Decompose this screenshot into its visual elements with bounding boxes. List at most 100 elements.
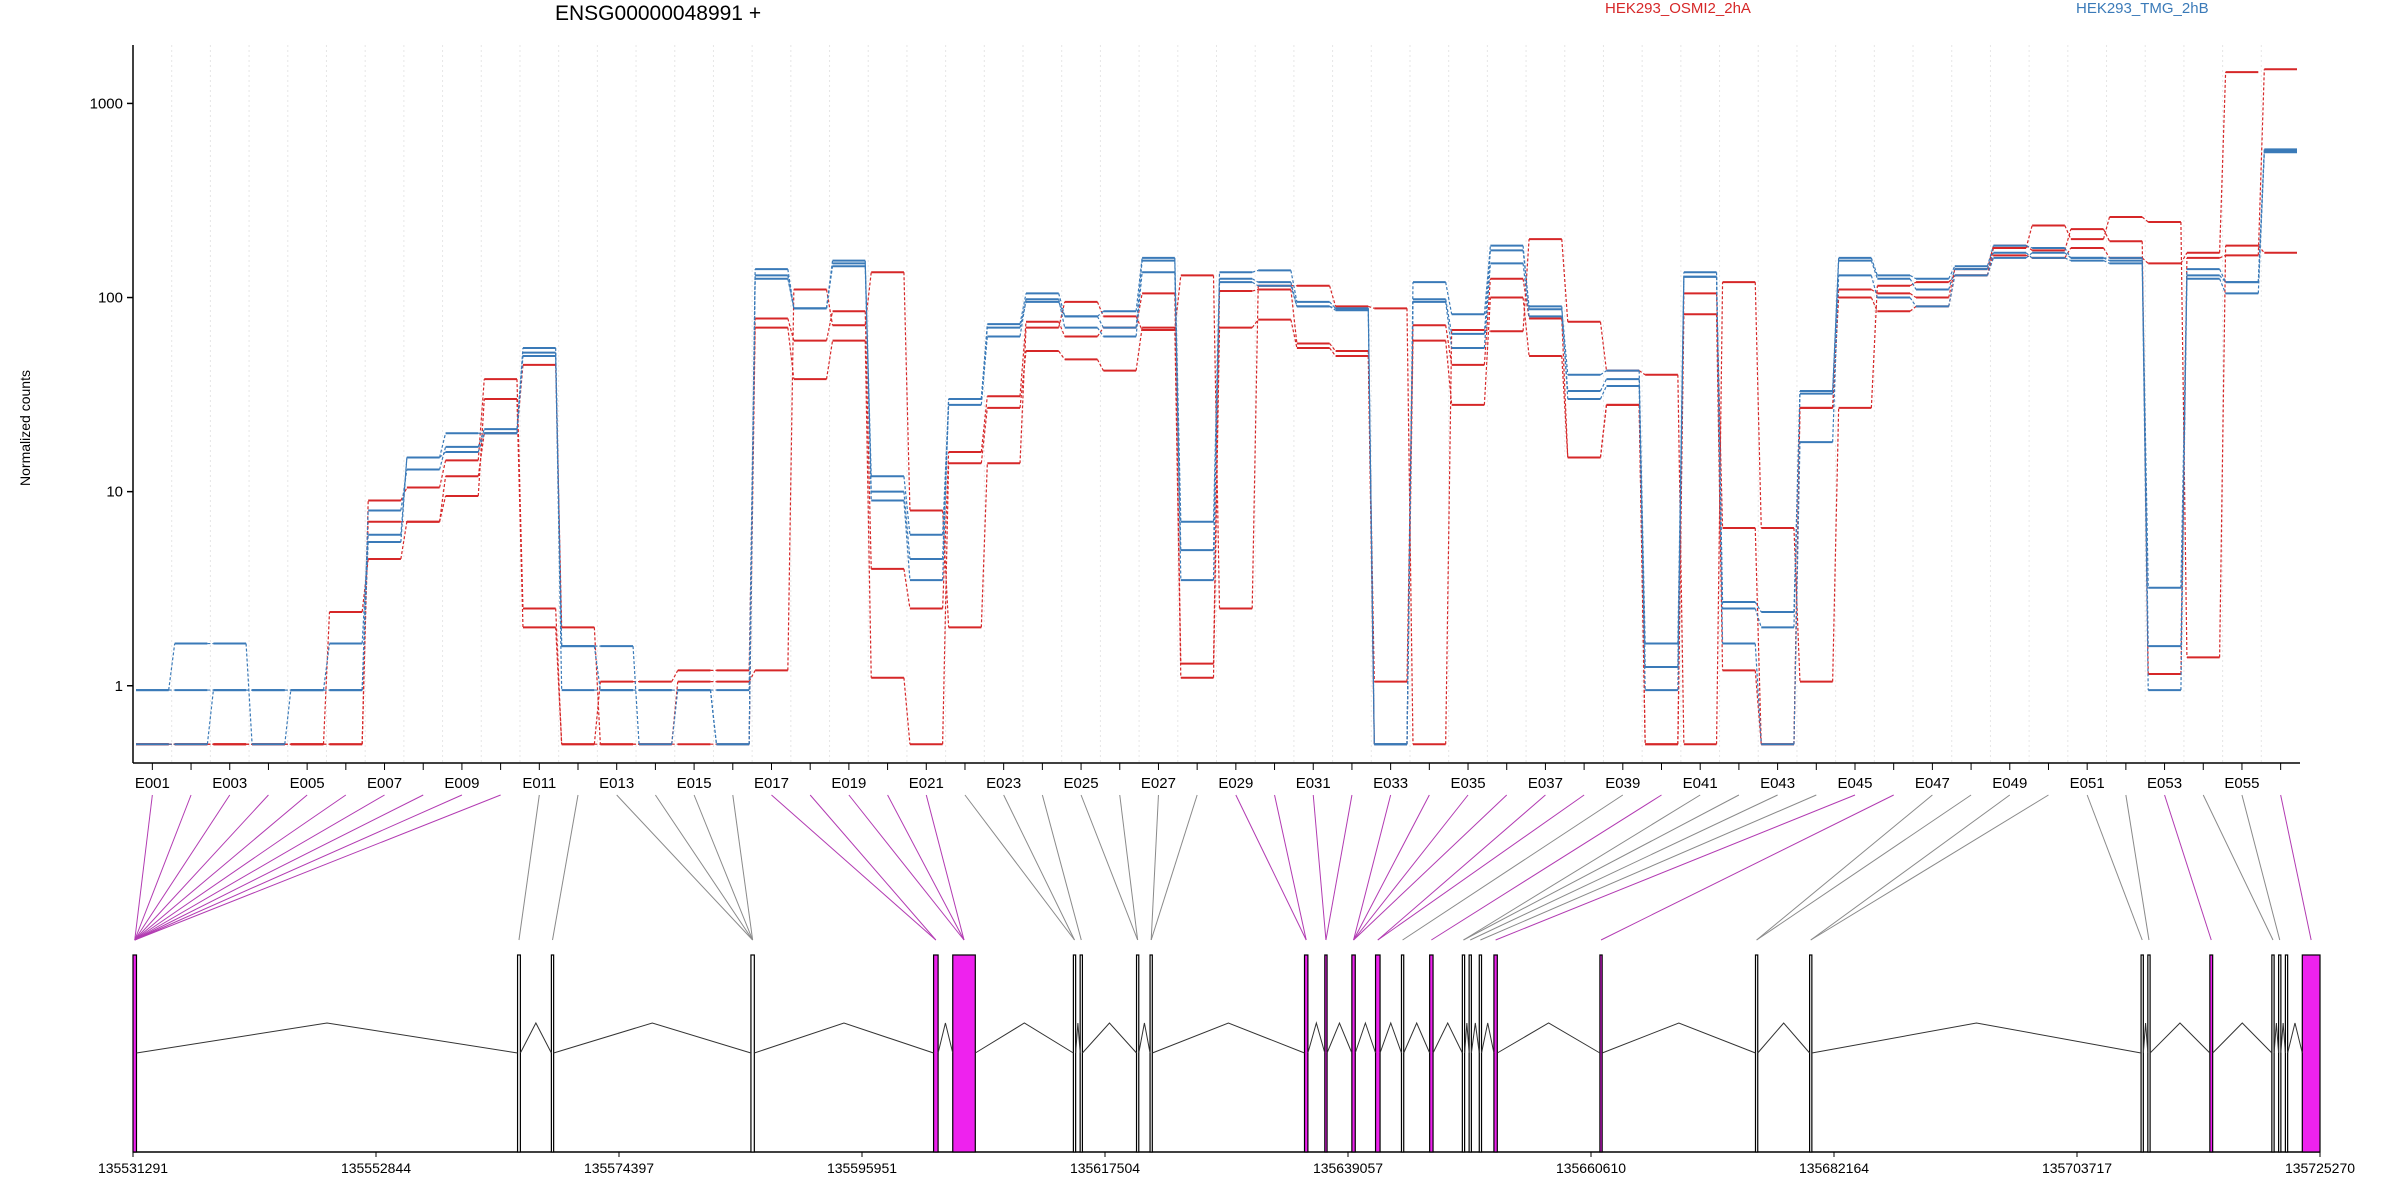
series-connector [1522,263,1530,317]
series-connector [1252,288,1259,292]
exon-bin-connector [1150,794,1159,941]
series-connector [593,646,601,691]
exon-block [2284,954,2289,1153]
exon-bin-connector [1003,794,1075,941]
exon-bin-connector [1353,794,1469,941]
x-tick-label: E007 [367,775,402,792]
series-connector [1290,270,1298,302]
intron-connector [2280,1022,2286,1054]
series-connector [2257,150,2265,283]
series-connector [1599,404,1608,458]
x-tick-label: E035 [1451,775,1486,792]
series-connector [825,289,834,326]
exon-bin-connector [1353,794,1508,941]
series-connector [1251,319,1259,328]
series-connector [1019,301,1027,328]
series-connector [400,521,408,560]
exon-block [132,954,138,1153]
series-connector [864,272,872,326]
exon-block [1149,954,1153,1153]
series-connector [1909,281,1917,287]
exon-bin-connector [134,794,385,941]
series-connector [206,690,214,745]
exon-bin-connector [1353,794,1392,941]
exon-bin-connector [1470,794,1778,941]
series-connector [980,396,988,453]
series-connector [1329,347,1337,357]
series-connector [903,677,911,745]
exon-block [1809,954,1813,1153]
exon-bin-connector [1756,794,1972,941]
exon-bin-connector [134,794,501,941]
x-tick-label: E051 [2070,775,2105,792]
series-connector [1832,257,1840,392]
series-connector [1096,316,1104,328]
series-connector [1252,269,1259,273]
exon-bin-connector [1480,794,1817,941]
legend-tmg: HEK293_TMG_2hB [2076,0,2209,17]
intron-connector [754,1022,934,1054]
exon-bin-connector [1463,794,1740,941]
exon-bin-connector [134,794,153,941]
x-tick-label: E025 [1064,775,1099,792]
series-connector [1174,275,1182,331]
series-connector [1793,393,1801,628]
x-tick-label: E027 [1141,775,1176,792]
series-connector [2103,247,2111,259]
intron-connector [1481,1022,1495,1054]
x-tick-label: E019 [831,775,866,792]
series-connector [1909,305,1917,312]
series-connector [1677,276,1685,691]
series-connector [1212,275,1221,609]
series-connector [2025,252,2033,259]
exon-block [1079,954,1084,1153]
series-connector [284,690,292,745]
intron-connector [136,1022,518,1054]
intron-connector [975,1022,1074,1054]
series-connector [2064,225,2072,240]
series-connector [1329,301,1337,309]
series-connector [2219,245,2227,658]
series-connector [1329,305,1336,309]
intron-connector [1354,1021,1377,1054]
exon-bin-connector [654,794,754,941]
series-connector [322,643,331,691]
series-connector [1097,310,1104,317]
series-connector [477,379,485,461]
series-connector [2103,260,2110,264]
series-connector [1986,245,1995,267]
series-connector [1096,359,1104,371]
exon-block [1468,954,1472,1153]
exon-block [2278,954,2282,1153]
series-connector [1096,301,1104,317]
series-connector [1367,308,1375,745]
series-connector [942,452,950,609]
x-tick-label: E003 [212,775,247,792]
exon-block [1135,954,1140,1153]
exon-bin-connector [964,794,1075,941]
exon-bin-connector [1756,794,1933,941]
series-connector [2064,252,2072,259]
genome-tick-label: 135552844 [341,1160,411,1176]
series-connector [1870,257,1878,276]
intron-connector [519,1021,552,1054]
series-connector [400,469,408,511]
exon-block [2147,954,2151,1153]
series-connector [593,627,601,745]
series-connector [748,670,756,682]
intron-connector [2142,1022,2149,1054]
series-connector [1754,643,1762,745]
series-connector [477,398,485,497]
x-tick-label: E015 [677,775,712,792]
series-connector [516,399,524,628]
genome-tick-label: 135531291 [98,1160,168,1176]
series-connector [748,278,756,745]
series-connector [438,446,447,470]
series-connector [1058,293,1066,317]
series-connector [1135,272,1143,337]
series-connector [1251,281,1259,287]
series-connector [245,643,253,745]
series-connector [361,558,369,613]
genome-tick-label: 135725270 [2285,1160,2355,1176]
